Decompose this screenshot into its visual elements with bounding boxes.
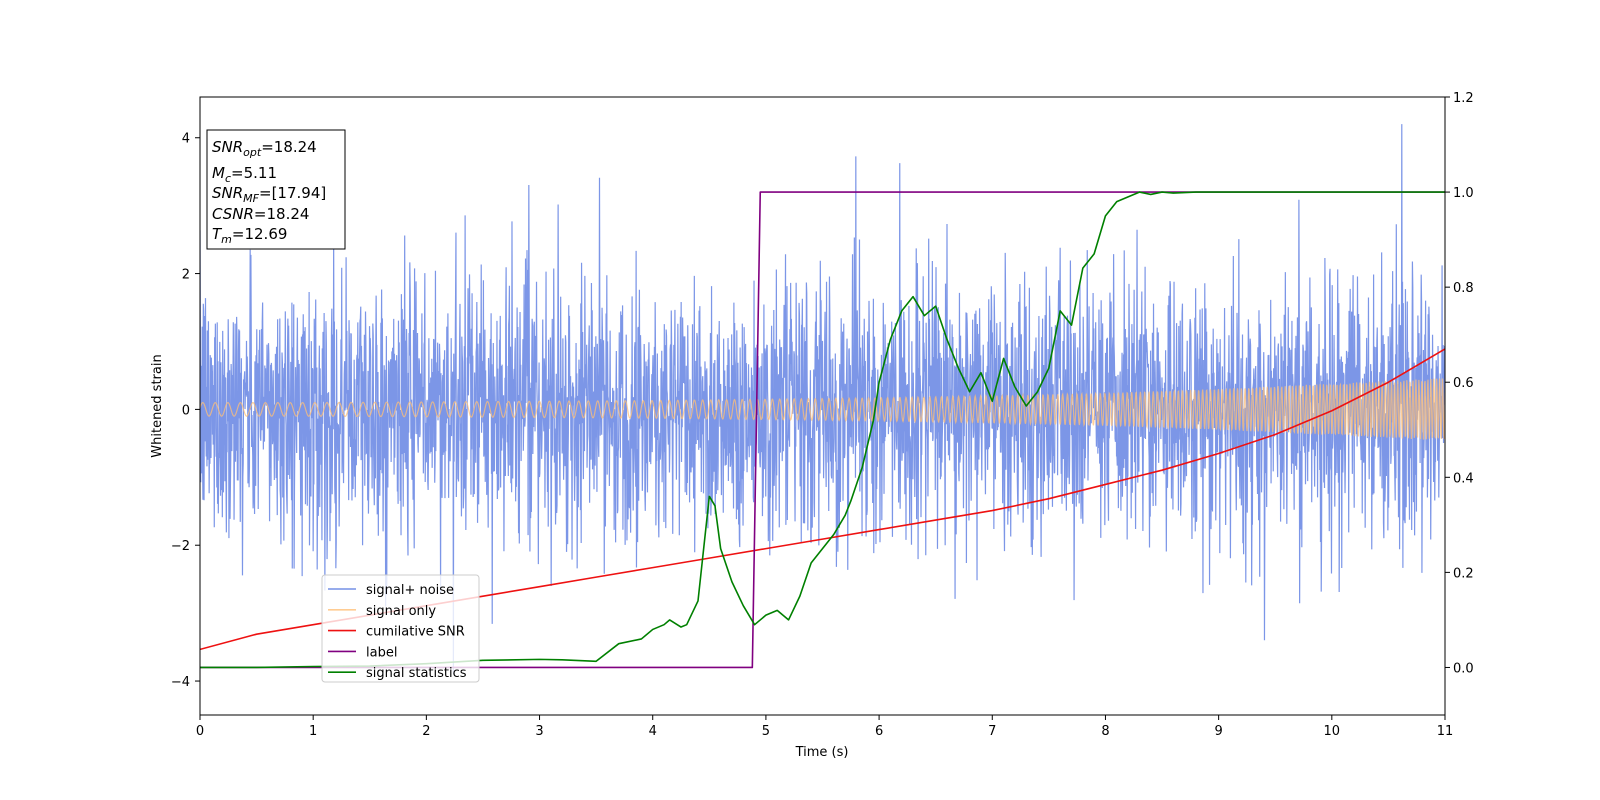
- series-signal-statistics-line: [200, 191, 1445, 669]
- x-tick-label: 2: [422, 724, 430, 739]
- y2-tick-label: 0.0: [1453, 661, 1474, 676]
- info-tm: Tm=12.69: [212, 225, 287, 246]
- x-axis-label: Time (s): [795, 745, 849, 760]
- y-axis-label: Whitened strain: [150, 354, 165, 457]
- series-signal-noise-line: [200, 124, 1445, 675]
- y-tick-label: 0: [182, 403, 190, 418]
- info-csnr: CSNR=18.24: [212, 205, 309, 223]
- legend-entry-label: cumilative SNR: [366, 625, 465, 640]
- x-tick-label: 5: [762, 724, 770, 739]
- plot-frame: [199, 96, 1446, 716]
- legend-entry-label: label: [366, 645, 397, 660]
- y2-tick-label: 0.4: [1453, 471, 1474, 486]
- x-tick-label: 0: [196, 724, 204, 739]
- x-tick-label: 4: [649, 724, 657, 739]
- legend-entry-label: signal statistics: [366, 666, 467, 681]
- x-tick-label: 10: [1324, 724, 1341, 739]
- y-tick-label: −4: [171, 675, 190, 690]
- series-signal-only-line: [200, 378, 1445, 440]
- legend-frame: [321, 574, 480, 683]
- y2-tick-label: 1.2: [1453, 91, 1474, 106]
- legend-entry-label: signal+ noise: [366, 583, 454, 598]
- y-tick-label: 4: [182, 132, 190, 147]
- y-axis-left: −4 −2 0 2 4: [171, 132, 200, 690]
- x-tick-label: 11: [1437, 724, 1454, 739]
- y-tick-label: 2: [182, 268, 190, 283]
- x-tick-label: 6: [875, 724, 883, 739]
- x-tick-label: 1: [309, 724, 317, 739]
- y2-tick-label: 0.8: [1453, 281, 1474, 296]
- y2-tick-label: 1.0: [1453, 186, 1474, 201]
- x-axis: 0 1 2 3 4 5 6 7 8 9 10 11: [196, 715, 1453, 739]
- info-mc: Mc=5.11: [212, 164, 277, 185]
- y2-tick-label: 0.2: [1453, 566, 1474, 581]
- x-tick-label: 9: [1214, 724, 1222, 739]
- y2-tick-label: 0.6: [1453, 376, 1474, 391]
- info-box-frame: [206, 129, 346, 250]
- info-snr-opt: SNRopt=18.24: [212, 138, 317, 159]
- x-tick-label: 8: [1101, 724, 1109, 739]
- legend: signal+ noise signal only cumilative SNR la…: [321, 574, 480, 683]
- y-tick-label: −2: [171, 539, 190, 554]
- y-axis-right: 0.0 0.2 0.4 0.6 0.8 1.0 1.2: [1445, 91, 1474, 676]
- x-tick-label: 7: [988, 724, 996, 739]
- info-box: SNRopt=18.24 Mc=5.11 SNRMF=[17.94] CSNR=…: [206, 129, 346, 250]
- legend-entry-label: signal only: [366, 604, 436, 619]
- info-snr-mf: SNRMF=[17.94]: [212, 184, 326, 205]
- x-tick-label: 3: [535, 724, 543, 739]
